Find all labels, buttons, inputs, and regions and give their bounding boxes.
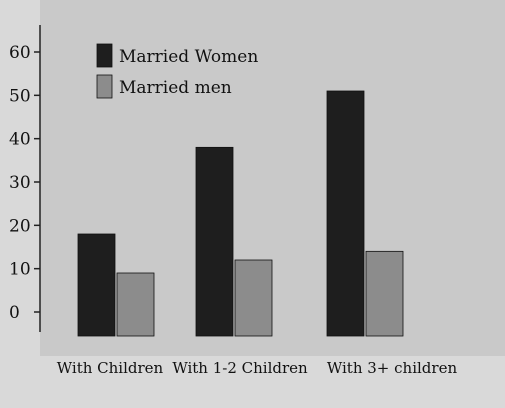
bar-married-men-3 — [365, 250, 404, 337]
bar-married-men-1 — [116, 272, 155, 337]
x-category-label: With 1-2 Children — [172, 359, 308, 377]
x-axis-category-labels: With Children With 1-2 Children With 3+ ch… — [57, 359, 458, 377]
y-tick-label: 50 — [9, 86, 31, 106]
y-tick-label: 20 — [9, 216, 31, 236]
legend-swatch — [96, 74, 113, 99]
bar-married-women-1 — [77, 233, 116, 337]
y-tick-label: 0 — [9, 303, 20, 323]
legend-label: Married men — [119, 78, 232, 98]
y-axis-ticks: 0 10 20 30 40 50 60 — [9, 43, 40, 323]
x-category-label: With Children — [57, 359, 164, 377]
y-tick-label: 40 — [9, 130, 31, 150]
bar-married-women-2 — [195, 146, 234, 337]
y-tick-label: 60 — [9, 43, 31, 63]
legend-label: Married Women — [119, 47, 258, 67]
y-tick-label: 30 — [9, 173, 31, 193]
bar-married-women-3 — [326, 90, 365, 337]
bars — [77, 90, 404, 337]
legend: Married Women Married men — [96, 43, 258, 99]
y-tick-label: 10 — [9, 260, 31, 280]
x-category-label: With 3+ children — [327, 359, 458, 377]
bar-married-men-2 — [234, 259, 273, 337]
legend-swatch — [96, 43, 113, 68]
